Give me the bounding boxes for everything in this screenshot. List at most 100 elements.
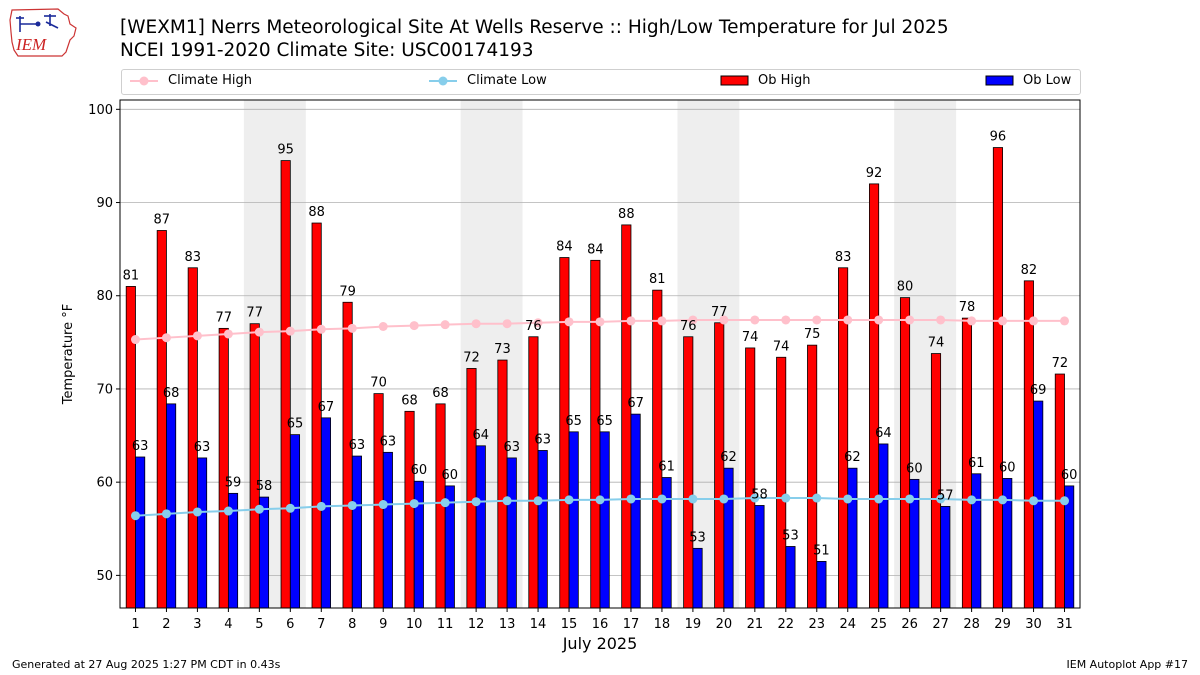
ob-low-label: 67	[627, 396, 644, 411]
legend-ob-low-label: Ob Low	[1023, 73, 1072, 88]
ob-low-label: 61	[658, 460, 675, 475]
ob-high-bar	[559, 257, 570, 609]
ob-high-bar	[528, 336, 539, 609]
climate-low-point	[1029, 496, 1039, 506]
climate-high-point	[254, 327, 264, 337]
legend-climate-low-swatch	[429, 76, 457, 85]
ob-high-label: 74	[742, 330, 759, 345]
x-tick-label: 10	[406, 617, 423, 632]
logo-text: IEM	[15, 35, 47, 54]
y-tick-label: 70	[96, 382, 113, 397]
ob-low-label: 63	[503, 440, 520, 455]
ob-high-label: 81	[123, 268, 140, 283]
ob-low-bar	[785, 546, 796, 609]
iem-logo: IEM	[9, 8, 77, 57]
ob-high-label: 70	[370, 376, 387, 391]
climate-low-point	[967, 495, 977, 505]
ob-high-bar	[621, 224, 632, 609]
x-tick-label: 27	[932, 617, 949, 632]
climate-low-point	[905, 494, 915, 504]
ob-low-label: 67	[318, 400, 335, 415]
ob-low-bar	[568, 431, 579, 609]
legend-climate-low-label: Climate Low	[467, 73, 547, 88]
climate-low-point	[626, 494, 636, 504]
climate-low-point	[285, 503, 295, 513]
x-tick-label: 30	[1025, 617, 1042, 632]
ob-high-label: 92	[866, 166, 883, 181]
climate-high-point	[316, 324, 326, 334]
x-tick-label: 26	[901, 617, 918, 632]
ob-high-bar	[652, 289, 663, 609]
ob-low-label: 69	[1030, 383, 1047, 398]
ob-low-label: 60	[411, 463, 428, 478]
climate-high-point	[502, 319, 512, 329]
climate-low-point	[781, 493, 791, 503]
legend-ob-high-label: Ob High	[758, 73, 811, 88]
climate-low-point	[998, 495, 1008, 505]
ob-low-label: 60	[442, 468, 459, 483]
ob-high-bar	[280, 160, 291, 609]
ob-high-bar	[311, 222, 322, 609]
app-footer: IEM Autoplot App #17	[1066, 658, 1189, 671]
x-tick-label: 8	[348, 617, 356, 632]
x-tick-label: 1	[131, 617, 139, 632]
ob-high-bar	[156, 230, 167, 609]
ob-low-label: 63	[380, 434, 397, 449]
ob-low-label: 65	[565, 414, 582, 429]
x-tick-label: 14	[530, 617, 547, 632]
ob-low-label: 58	[256, 479, 273, 494]
ob-low-label: 62	[844, 450, 861, 465]
ob-high-label: 74	[928, 336, 945, 351]
climate-high-point	[595, 317, 605, 327]
climate-low-point	[874, 494, 884, 504]
ob-low-label: 51	[813, 543, 830, 558]
ob-high-bar	[869, 183, 880, 609]
ob-high-label: 88	[618, 207, 635, 222]
legend-ob-low-swatch	[985, 75, 1014, 85]
ob-high-label: 81	[649, 272, 666, 287]
ob-low-bar	[351, 455, 362, 609]
ob-low-label: 63	[349, 438, 366, 453]
ob-low-label: 64	[875, 426, 892, 441]
ob-low-bar	[320, 417, 331, 609]
ob-low-bar	[599, 431, 610, 609]
ob-high-label: 83	[835, 250, 852, 265]
ob-high-label: 76	[680, 319, 697, 334]
climate-low-point	[936, 494, 946, 504]
ob-low-label: 53	[782, 528, 799, 543]
ob-low-label: 63	[132, 439, 149, 454]
ob-high-bar	[992, 147, 1003, 609]
climate-high-point	[626, 316, 636, 326]
ob-low-label: 63	[534, 432, 551, 447]
climate-high-point	[130, 335, 140, 345]
climate-low-point	[254, 504, 264, 514]
climate-low-point	[440, 498, 450, 508]
ob-high-label: 78	[959, 300, 976, 315]
climate-low-point	[409, 499, 419, 509]
legend-climate-high: Climate High	[128, 73, 252, 88]
x-tick-label: 24	[839, 617, 856, 632]
ob-low-bar	[289, 434, 301, 609]
x-tick-label: 7	[317, 617, 325, 632]
ob-high-label: 83	[185, 250, 202, 265]
ob-high-label: 68	[432, 386, 449, 401]
ob-low-bar	[135, 456, 146, 609]
chart-subtitle: NCEI 1991-2020 Climate Site: USC00174193	[120, 40, 534, 61]
ob-high-bar	[466, 368, 477, 609]
climate-high-point	[192, 331, 202, 341]
ob-low-label: 63	[194, 440, 211, 455]
climate-high-point	[657, 316, 667, 326]
ob-high-label: 68	[401, 393, 418, 408]
ob-high-bar	[1023, 280, 1034, 609]
climate-low-point	[1060, 496, 1070, 506]
ob-low-label: 58	[751, 487, 768, 502]
ob-low-label: 65	[287, 417, 304, 432]
x-tick-label: 11	[437, 617, 454, 632]
ob-high-bar	[745, 347, 756, 609]
ob-low-label: 59	[225, 475, 242, 490]
climate-high-point	[285, 326, 295, 336]
ob-low-bar	[197, 457, 208, 609]
ob-low-bar	[847, 467, 858, 609]
x-tick-label: 31	[1056, 617, 1073, 632]
x-tick-label: 18	[654, 617, 671, 632]
